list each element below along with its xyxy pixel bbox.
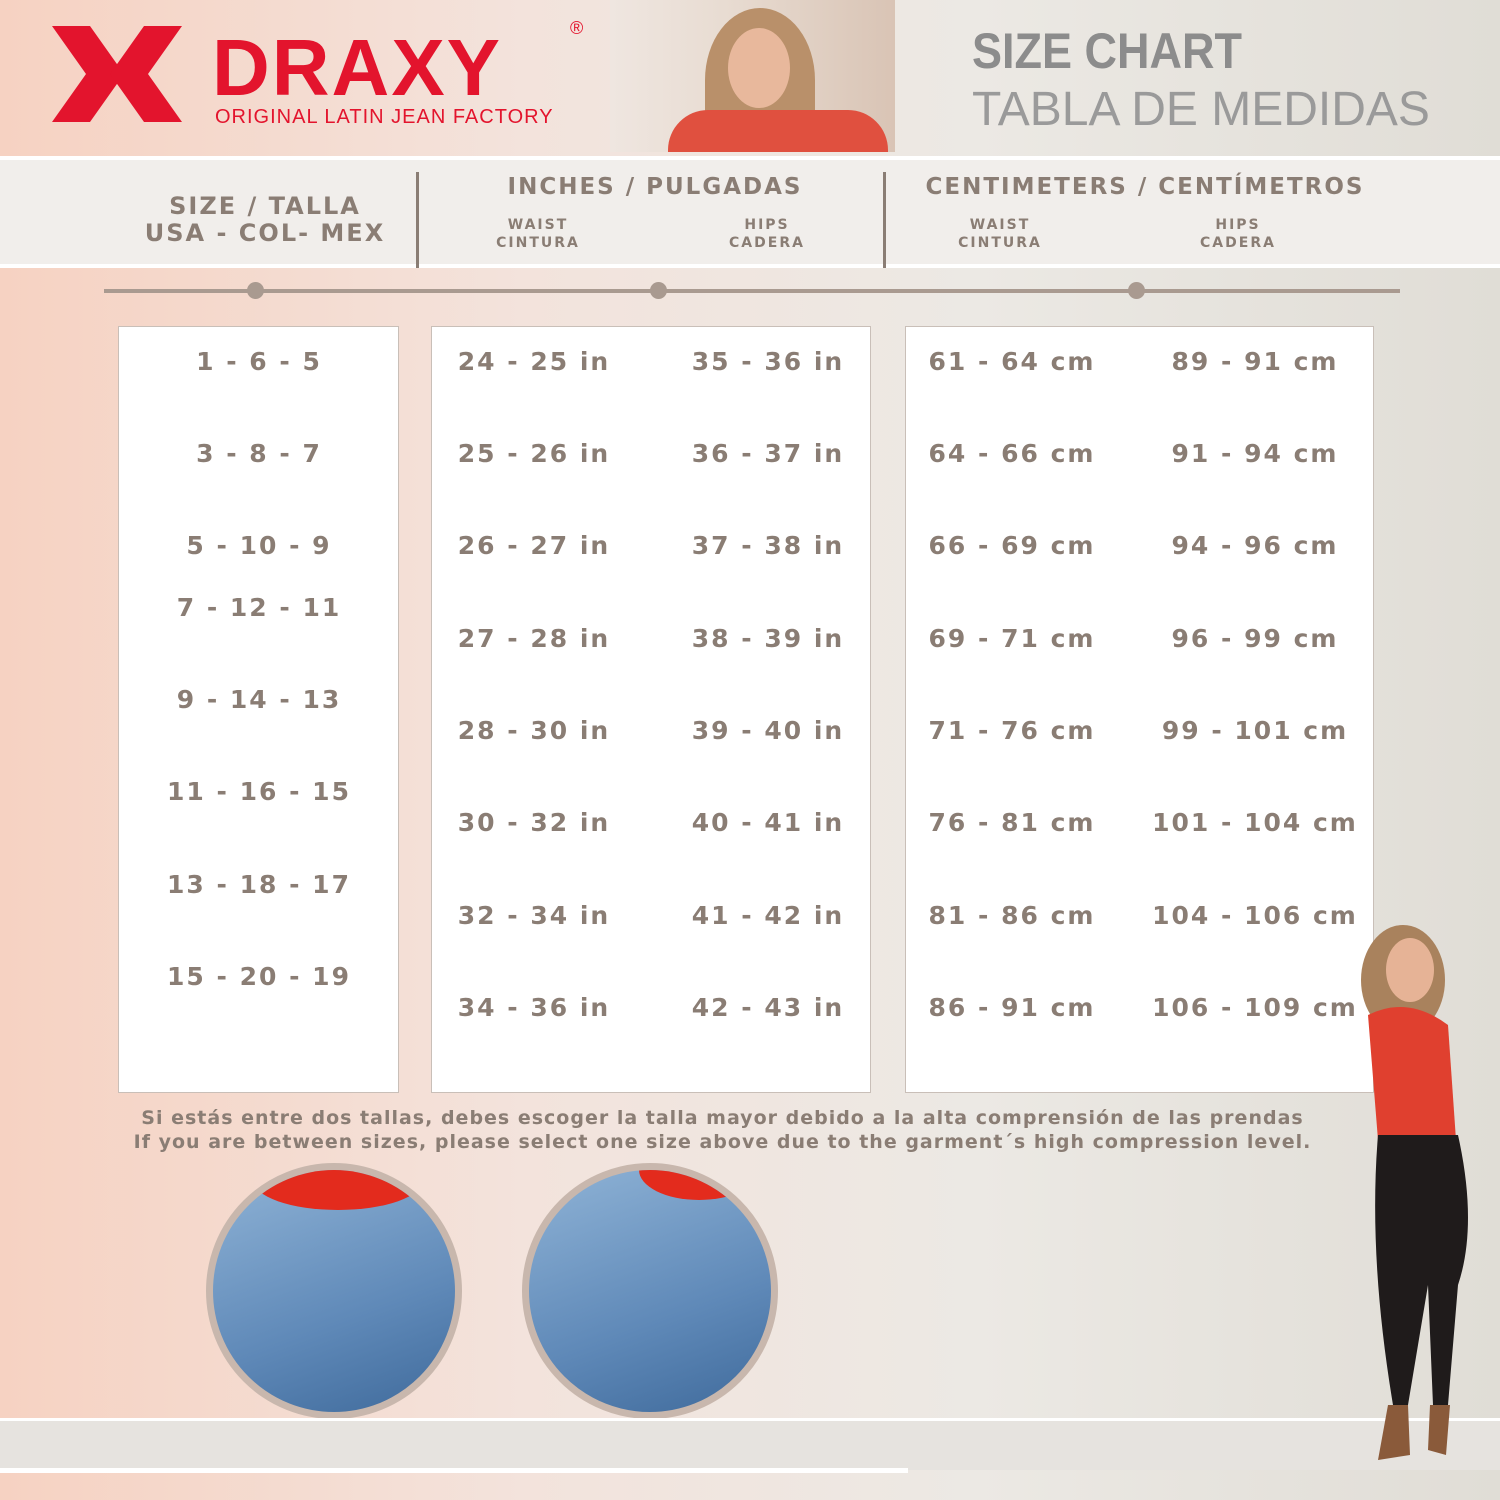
slider-track-decoration: [104, 289, 1400, 293]
size-header-line2: USA - COL- MEX: [144, 219, 386, 247]
column-header-band: [0, 156, 1500, 268]
size-panel: [118, 326, 399, 1093]
brand-name: DRAXY: [212, 23, 503, 112]
cm-hips-cell: 94 - 96 cm: [1171, 531, 1339, 560]
inches-hips-cell: 36 - 37 in: [691, 439, 845, 468]
cm-waist-cell: 69 - 71 cm: [928, 624, 1096, 653]
jeans-front-photo: [206, 1163, 462, 1419]
inches-waist-cell: 25 - 26 in: [457, 439, 611, 468]
inches-waist-cell: 27 - 28 in: [457, 624, 611, 653]
cm-hips-cell: 96 - 99 cm: [1171, 624, 1339, 653]
cm-hips-cell: 104 - 106 cm: [1152, 901, 1358, 930]
cm-waist-header: WAIST CINTURA: [958, 217, 1042, 251]
jeans-back-photo: [522, 1163, 778, 1419]
inches-hips-cell: 35 - 36 in: [691, 347, 845, 376]
size-cell: 7 - 12 - 11: [176, 593, 342, 622]
footer-line: [0, 1468, 908, 1473]
cm-waist-cell: 61 - 64 cm: [928, 347, 1096, 376]
size-header-line1: SIZE / TALLA: [169, 192, 361, 220]
model-full-body-photo: [1361, 925, 1468, 1460]
cm-hips-cell: 101 - 104 cm: [1152, 808, 1358, 837]
inches-waist-cell: 26 - 27 in: [457, 531, 611, 560]
model-portrait-photo: [610, 0, 895, 152]
inches-hips-cell: 41 - 42 in: [691, 901, 845, 930]
inches-panel: [431, 326, 871, 1093]
inches-waist-cell: 24 - 25 in: [457, 347, 611, 376]
cm-waist-cell: 66 - 69 cm: [928, 531, 1096, 560]
inches-hips-cell: 40 - 41 in: [691, 808, 845, 837]
inches-hips-cell: 39 - 40 in: [691, 716, 845, 745]
size-cell: 9 - 14 - 13: [176, 685, 342, 714]
inches-hips-cell: 38 - 39 in: [691, 624, 845, 653]
inches-header: INCHES / PULGADAS: [507, 174, 803, 200]
cm-waist-cell: 71 - 76 cm: [928, 716, 1096, 745]
inches-hips-cell: 37 - 38 in: [691, 531, 845, 560]
cm-hips-cell: 89 - 91 cm: [1171, 347, 1339, 376]
inches-waist-cell: 32 - 34 in: [457, 901, 611, 930]
track-dot: [247, 282, 264, 299]
size-cell: 11 - 16 - 15: [167, 777, 351, 806]
divider: [416, 172, 419, 268]
inches-waist-cell: 28 - 30 in: [457, 716, 611, 745]
inches-hips-cell: 42 - 43 in: [691, 993, 845, 1022]
size-cell: 1 - 6 - 5: [196, 347, 322, 376]
note-english: If you are between sizes, please select …: [133, 1131, 1312, 1153]
size-cell: 13 - 18 - 17: [167, 870, 351, 899]
divider: [883, 172, 886, 268]
cm-hips-cell: 106 - 109 cm: [1152, 993, 1358, 1022]
inches-waist-header: WAIST CINTURA: [496, 217, 580, 251]
size-header: SIZE / TALLA USA - COL- MEX: [130, 193, 400, 247]
cm-hips-header: HIPS CADERA: [1200, 217, 1276, 251]
inches-waist-cell: 34 - 36 in: [457, 993, 611, 1022]
footer-band: [0, 1418, 1500, 1470]
registered-mark: ®: [570, 18, 584, 38]
track-dot: [1128, 282, 1145, 299]
page-title: SIZE CHART: [972, 23, 1242, 79]
cm-header: CENTIMETERS / CENTÍMETROS: [925, 174, 1365, 200]
cm-waist-cell: 76 - 81 cm: [928, 808, 1096, 837]
note-spanish: Si estás entre dos tallas, debes escoger…: [141, 1107, 1304, 1129]
cm-hips-cell: 99 - 101 cm: [1161, 716, 1349, 745]
cm-waist-cell: 64 - 66 cm: [928, 439, 1096, 468]
draxy-x-logo-icon: [52, 26, 182, 122]
cm-panel: [905, 326, 1374, 1093]
size-cell: 3 - 8 - 7: [196, 439, 322, 468]
brand-tagline: ORIGINAL LATIN JEAN FACTORY: [215, 106, 554, 128]
inches-hips-header: HIPS CADERA: [729, 217, 805, 251]
size-cell: 15 - 20 - 19: [167, 962, 351, 991]
cm-waist-cell: 86 - 91 cm: [928, 993, 1096, 1022]
page-subtitle: TABLA DE MEDIDAS: [972, 83, 1430, 136]
inches-waist-cell: 30 - 32 in: [457, 808, 611, 837]
cm-waist-cell: 81 - 86 cm: [928, 901, 1096, 930]
track-dot: [650, 282, 667, 299]
size-cell: 5 - 10 - 9: [186, 531, 332, 560]
cm-hips-cell: 91 - 94 cm: [1171, 439, 1339, 468]
